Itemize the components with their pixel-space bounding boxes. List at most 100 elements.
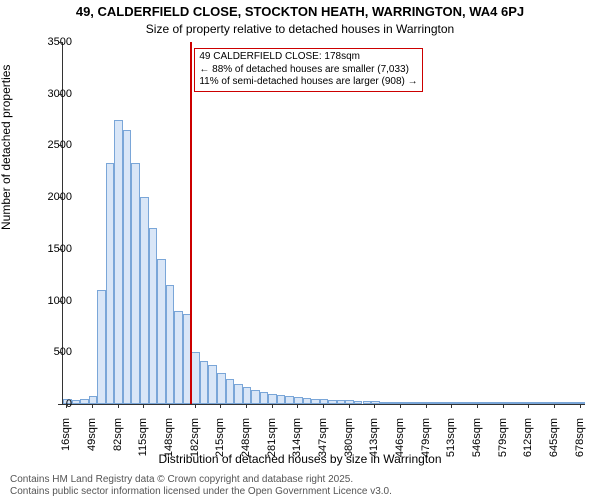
histogram-bar bbox=[568, 402, 577, 404]
histogram-bar bbox=[200, 361, 209, 404]
histogram-bar bbox=[405, 402, 414, 404]
histogram-bar bbox=[414, 402, 423, 404]
histogram-bar bbox=[140, 197, 149, 404]
histogram-bar bbox=[559, 402, 568, 404]
histogram-bar bbox=[89, 396, 98, 404]
histogram-bar bbox=[166, 285, 175, 404]
x-tick-label: 546sqm bbox=[471, 418, 483, 466]
x-tick-label: 380sqm bbox=[343, 418, 355, 466]
x-tick-mark bbox=[297, 404, 298, 408]
x-tick-label: 513sqm bbox=[445, 418, 457, 466]
histogram-bar bbox=[380, 402, 389, 404]
annotation-line-3: 11% of semi-detached houses are larger (… bbox=[199, 76, 417, 89]
histogram-bar bbox=[491, 402, 500, 404]
histogram-bar bbox=[114, 120, 123, 404]
histogram-bar bbox=[131, 163, 140, 404]
x-tick-mark bbox=[323, 404, 324, 408]
histogram-bar bbox=[457, 402, 466, 404]
histogram-bar bbox=[328, 400, 337, 404]
x-tick-mark bbox=[528, 404, 529, 408]
x-tick-mark bbox=[451, 404, 452, 408]
y-tick-mark bbox=[58, 197, 62, 198]
histogram-bar bbox=[354, 401, 363, 404]
x-tick-mark bbox=[374, 404, 375, 408]
annotation-line-2: ← 88% of detached houses are smaller (7,… bbox=[199, 64, 417, 77]
x-tick-mark bbox=[220, 404, 221, 408]
x-tick-label: 16sqm bbox=[60, 418, 72, 466]
x-tick-mark bbox=[272, 404, 273, 408]
histogram-bar bbox=[363, 401, 372, 404]
x-tick-mark bbox=[503, 404, 504, 408]
footer-line-1: Contains HM Land Registry data © Crown c… bbox=[10, 474, 392, 486]
annotation-box: 49 CALDERFIELD CLOSE: 178sqm ← 88% of de… bbox=[194, 48, 422, 92]
x-tick-label: 281sqm bbox=[266, 418, 278, 466]
y-tick-mark bbox=[58, 404, 62, 405]
histogram-bar bbox=[97, 290, 106, 404]
x-tick-mark bbox=[400, 404, 401, 408]
x-tick-mark bbox=[143, 404, 144, 408]
histogram-bar bbox=[285, 396, 294, 404]
x-tick-label: 49sqm bbox=[86, 418, 98, 466]
x-tick-label: 678sqm bbox=[574, 418, 586, 466]
y-tick-label: 500 bbox=[54, 346, 72, 358]
x-tick-mark bbox=[477, 404, 478, 408]
x-tick-label: 446sqm bbox=[394, 418, 406, 466]
x-tick-mark bbox=[66, 404, 67, 408]
histogram-bar bbox=[508, 402, 517, 404]
histogram-bar bbox=[337, 400, 346, 404]
x-tick-label: 215sqm bbox=[214, 418, 226, 466]
y-tick-mark bbox=[58, 352, 62, 353]
x-tick-mark bbox=[118, 404, 119, 408]
histogram-bar bbox=[226, 379, 235, 404]
histogram-bar bbox=[217, 373, 226, 404]
histogram-bar bbox=[208, 365, 217, 404]
x-tick-label: 479sqm bbox=[420, 418, 432, 466]
histogram-bar bbox=[251, 390, 260, 404]
histogram-bar bbox=[542, 402, 551, 404]
footer-line-2: Contains public sector information licen… bbox=[10, 486, 392, 498]
histogram-bar bbox=[440, 402, 449, 404]
histogram-bar bbox=[294, 397, 303, 404]
y-tick-mark bbox=[58, 249, 62, 250]
footer-text: Contains HM Land Registry data © Crown c… bbox=[10, 474, 392, 498]
x-tick-mark bbox=[349, 404, 350, 408]
x-tick-label: 115sqm bbox=[137, 418, 149, 466]
x-tick-mark bbox=[169, 404, 170, 408]
histogram-bar bbox=[534, 402, 543, 404]
plot-area bbox=[62, 42, 585, 405]
histogram-bar bbox=[123, 130, 132, 404]
x-tick-label: 347sqm bbox=[317, 418, 329, 466]
histogram-bar bbox=[431, 402, 440, 404]
histogram-bar bbox=[311, 399, 320, 404]
chart-container: 49, CALDERFIELD CLOSE, STOCKTON HEATH, W… bbox=[0, 0, 600, 500]
x-tick-label: 314sqm bbox=[291, 418, 303, 466]
x-tick-mark bbox=[92, 404, 93, 408]
x-tick-label: 248sqm bbox=[240, 418, 252, 466]
reference-line bbox=[190, 42, 192, 404]
histogram-bar bbox=[517, 402, 526, 404]
histogram-bar bbox=[106, 163, 115, 404]
chart-title: 49, CALDERFIELD CLOSE, STOCKTON HEATH, W… bbox=[0, 4, 600, 19]
histogram-bar bbox=[465, 402, 474, 404]
histogram-bar bbox=[80, 399, 89, 404]
histogram-bar bbox=[234, 384, 243, 404]
histogram-bar bbox=[303, 398, 312, 404]
histogram-bar bbox=[277, 395, 286, 404]
y-tick-mark bbox=[58, 301, 62, 302]
histogram-bar bbox=[482, 402, 491, 404]
y-tick-mark bbox=[58, 145, 62, 146]
histogram-bar bbox=[149, 228, 158, 404]
x-tick-label: 148sqm bbox=[163, 418, 175, 466]
x-tick-mark bbox=[195, 404, 196, 408]
x-tick-label: 413sqm bbox=[368, 418, 380, 466]
x-tick-label: 579sqm bbox=[497, 418, 509, 466]
histogram-bar bbox=[157, 259, 166, 404]
histogram-bar bbox=[388, 402, 397, 404]
y-tick-mark bbox=[58, 42, 62, 43]
x-tick-label: 612sqm bbox=[522, 418, 534, 466]
histogram-bar bbox=[72, 400, 81, 404]
x-tick-label: 645sqm bbox=[548, 418, 560, 466]
x-tick-mark bbox=[554, 404, 555, 408]
annotation-line-1: 49 CALDERFIELD CLOSE: 178sqm bbox=[199, 51, 417, 64]
histogram-bar bbox=[243, 387, 252, 404]
